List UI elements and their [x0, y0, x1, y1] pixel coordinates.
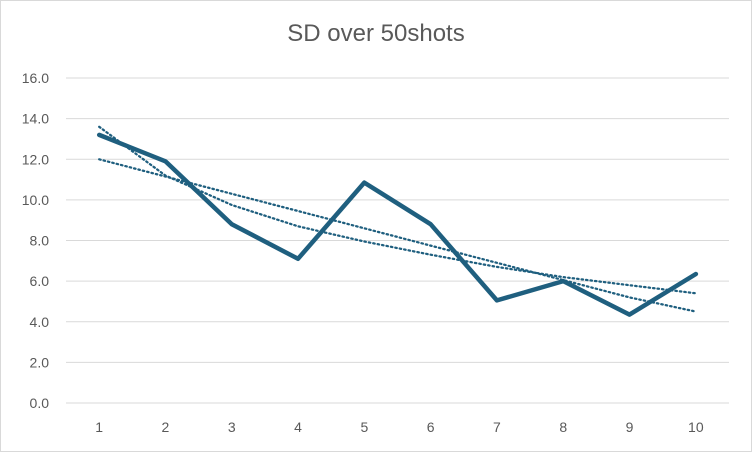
y-tick-label: 10.0	[22, 192, 49, 208]
x-tick-label: 2	[162, 419, 170, 435]
x-axis-tick-labels: 1 2 3 4 5 6 7 8 9 10	[95, 419, 704, 435]
trendlines	[98, 125, 698, 313]
trendline-logarithmic	[98, 125, 698, 295]
y-tick-label: 2.0	[30, 354, 50, 370]
x-tick-label: 1	[95, 419, 103, 435]
y-tick-label: 6.0	[30, 273, 50, 289]
chart-title: SD over 50shots	[287, 20, 465, 47]
x-tick-label: 6	[427, 419, 435, 435]
x-tick-label: 9	[626, 419, 634, 435]
x-tick-label: 4	[294, 419, 302, 435]
y-tick-label: 12.0	[22, 151, 49, 167]
series-line	[96, 132, 699, 317]
trendline-linear	[98, 158, 698, 313]
series-lines	[96, 132, 699, 317]
y-tick-label: 14.0	[22, 111, 49, 127]
x-tick-label: 10	[688, 419, 704, 435]
gridlines	[66, 77, 729, 404]
y-axis-tick-labels: 0.0 2.0 4.0 6.0 8.0 10.0 12.0 14.0 16.0	[22, 70, 49, 411]
x-tick-label: 5	[360, 419, 368, 435]
y-tick-label: 8.0	[30, 233, 50, 249]
y-tick-label: 4.0	[30, 314, 50, 330]
x-tick-label: 3	[228, 419, 236, 435]
y-tick-label: 16.0	[22, 70, 49, 86]
y-tick-label: 0.0	[30, 395, 50, 411]
x-tick-label: 7	[493, 419, 501, 435]
x-tick-label: 8	[559, 419, 567, 435]
